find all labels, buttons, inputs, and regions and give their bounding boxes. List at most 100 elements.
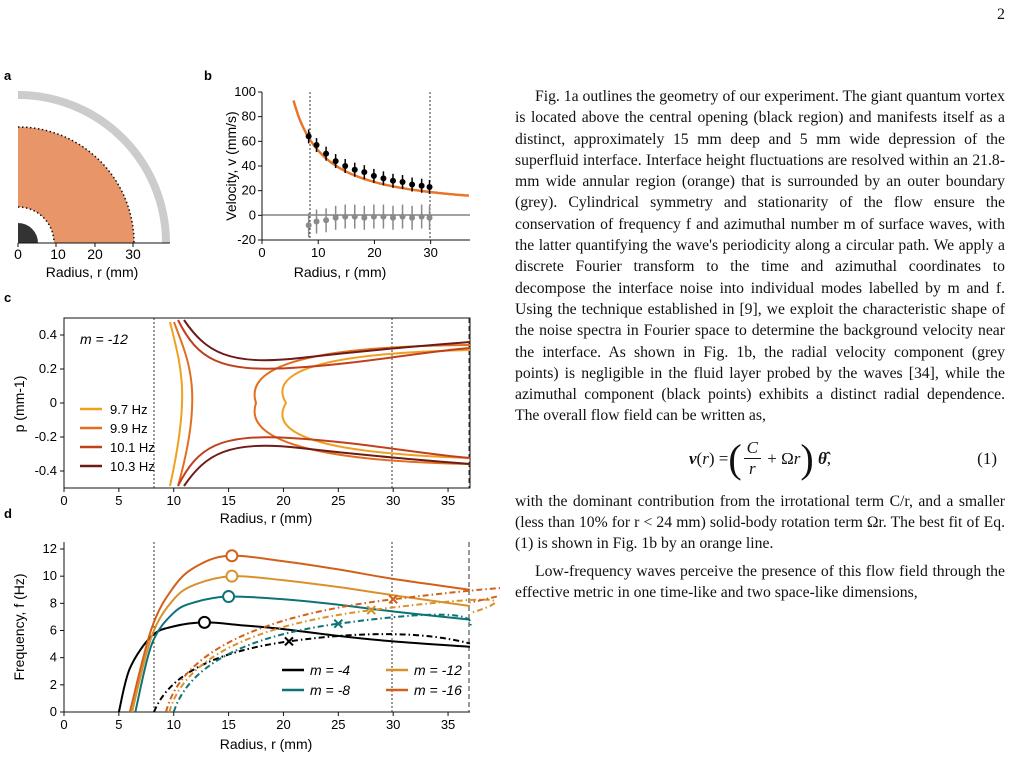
b-radial-point [342, 213, 349, 220]
b-radial-point [351, 213, 358, 220]
panel-a-geometry: 0 10 20 30 Radius, r (mm) [14, 91, 170, 280]
d-ytick-label: 10 [43, 568, 57, 583]
d-ytick-label: 0 [50, 704, 57, 719]
central-opening [18, 223, 38, 243]
b-azimuthal-point [305, 133, 312, 140]
b-ytick-label: 0 [249, 207, 256, 222]
c-xtick-label: 0 [60, 493, 67, 508]
c-xtick-label: 10 [166, 493, 180, 508]
d-legend-label: m = -8 [310, 682, 350, 698]
b-ytick-label: 20 [242, 183, 256, 198]
b-azimuthal-point [332, 158, 339, 165]
c-ytick-label: -0.2 [35, 429, 57, 444]
b-radial-point [426, 214, 433, 221]
d-cross-marker [333, 619, 344, 629]
d-xtick-label: 25 [331, 717, 345, 732]
panel-a-label: a [4, 68, 12, 83]
b-ytick-label: 80 [242, 109, 256, 124]
panel-a-xlabel: Radius, r (mm) [46, 264, 139, 280]
d-legend-label: m = -4 [310, 662, 350, 678]
b-radial-point [380, 213, 387, 220]
panel-d-xlabel: Radius, r (mm) [220, 736, 313, 752]
page-number: 2 [997, 6, 1005, 23]
d-xtick-label: 35 [441, 717, 455, 732]
panel-d-label: d [4, 506, 12, 521]
b-azimuthal-point [313, 142, 320, 149]
panel-a-tick: 0 [14, 246, 22, 262]
b-azimuthal-point [418, 182, 425, 189]
b-radial-point [361, 214, 368, 221]
d-maximum-marker [225, 569, 239, 583]
equation-number: (1) [977, 449, 997, 469]
b-radial-point [389, 214, 396, 221]
b-xtick-label: 20 [367, 245, 381, 260]
d-dashdot-curve [172, 613, 472, 713]
d-ytick-label: 6 [50, 623, 57, 638]
c-trajectory [177, 319, 471, 370]
panel-a-tick: 20 [87, 246, 103, 262]
d-xtick-label: 5 [115, 717, 122, 732]
panel-c-xlabel: Radius, r (mm) [220, 510, 313, 526]
panel-c-ylabel: p (mm-1) [11, 376, 27, 433]
c-trajectory [253, 344, 471, 465]
c-xtick-label: 35 [441, 493, 455, 508]
c-trajectory [177, 436, 471, 487]
panel-c-chart: 0.4 0.2 0 -0.2 -0.4 0 5 10 15 20 25 30 35 m = -12 9… [11, 317, 471, 526]
c-legend-label: 9.7 Hz [110, 402, 148, 417]
paragraph-1: Fig. 1a outlines the geometry of our exp… [515, 88, 1005, 425]
outer-boundary [17, 91, 170, 244]
c-ytick-label: 0.4 [39, 327, 57, 342]
d-maximum-marker [225, 549, 239, 563]
b-azimuthal-point [399, 179, 406, 186]
d-ytick-label: 2 [50, 677, 57, 692]
c-trajectory [183, 444, 471, 487]
b-xtick-label: 0 [258, 245, 265, 260]
b-azimuthal-point [409, 181, 416, 188]
b-xtick-label: 10 [311, 245, 325, 260]
b-azimuthal-point [342, 163, 349, 169]
d-maximum-marker [197, 615, 211, 629]
c-trajectory [281, 349, 471, 459]
c-trajectory [173, 321, 194, 487]
c-xtick-label: 15 [221, 493, 235, 508]
fit-line [292, 100, 469, 197]
b-ytick-label: 60 [242, 133, 256, 148]
c-ytick-label: -0.4 [35, 463, 57, 478]
b-ytick-label: 40 [242, 158, 256, 173]
b-radial-point [370, 213, 377, 220]
panel-b-xlabel: Radius, r (mm) [294, 264, 387, 280]
b-xtick-label: 30 [423, 245, 437, 260]
d-maximum-marker [222, 590, 236, 604]
b-radial-point [399, 213, 406, 220]
annular-region [18, 127, 134, 243]
c-ytick-label: 0 [50, 395, 57, 410]
annulus-outer-edge [17, 126, 135, 244]
d-xtick-label: 20 [276, 717, 290, 732]
panel-c-label: c [4, 290, 11, 305]
panel-c-annotation: m = -12 [80, 331, 128, 347]
d-ytick-label: 12 [43, 541, 57, 556]
b-radial-point [313, 218, 320, 225]
c-xtick-label: 5 [115, 493, 122, 508]
d-cross-marker [366, 605, 376, 615]
d-xtick-label: 15 [221, 717, 235, 732]
c-trajectory [183, 319, 471, 362]
b-radial-point [323, 217, 330, 224]
c-legend-label: 10.3 Hz [110, 459, 155, 474]
panel-b-ylabel: Velocity, v (mm/s) [223, 111, 239, 220]
panel-a-tick: 10 [50, 246, 66, 262]
b-azimuthal-point [380, 175, 387, 182]
d-xtick-label: 10 [166, 717, 180, 732]
body-text: Fig. 1a outlines the geometry of our exp… [515, 86, 1005, 603]
paragraph-3: Low-frequency waves perceive the presenc… [515, 562, 1005, 601]
d-xtick-label: 30 [386, 717, 400, 732]
b-azimuthal-point [351, 166, 358, 173]
b-radial-point [418, 213, 425, 220]
d-solid-curve [117, 621, 471, 713]
annulus-inner-edge [17, 206, 55, 244]
b-azimuthal-point [426, 183, 433, 190]
b-azimuthal-point [323, 150, 330, 157]
figure-svg: a 0 10 20 30 Radius, r (mm) b 1008060402… [4, 68, 521, 752]
